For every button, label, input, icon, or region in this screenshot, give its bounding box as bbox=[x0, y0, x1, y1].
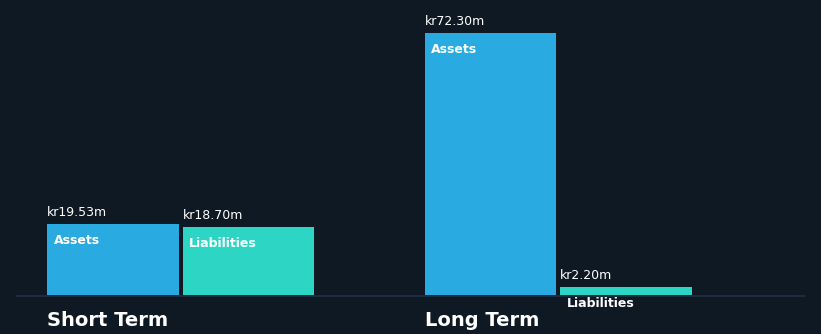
Text: Liabilities: Liabilities bbox=[189, 237, 257, 250]
Text: Assets: Assets bbox=[432, 43, 478, 56]
Text: Long Term: Long Term bbox=[425, 312, 539, 330]
Text: Assets: Assets bbox=[54, 234, 100, 247]
Text: kr18.70m: kr18.70m bbox=[183, 209, 243, 222]
Text: Short Term: Short Term bbox=[48, 312, 168, 330]
Text: Liabilities: Liabilities bbox=[567, 297, 635, 310]
Bar bbox=[16, 295, 805, 297]
Text: kr72.30m: kr72.30m bbox=[425, 15, 485, 28]
Bar bbox=[561, 287, 692, 295]
Bar bbox=[425, 33, 557, 295]
Bar bbox=[48, 224, 179, 295]
Text: kr2.20m: kr2.20m bbox=[561, 269, 612, 282]
Text: kr19.53m: kr19.53m bbox=[48, 206, 108, 219]
Bar bbox=[183, 227, 314, 295]
